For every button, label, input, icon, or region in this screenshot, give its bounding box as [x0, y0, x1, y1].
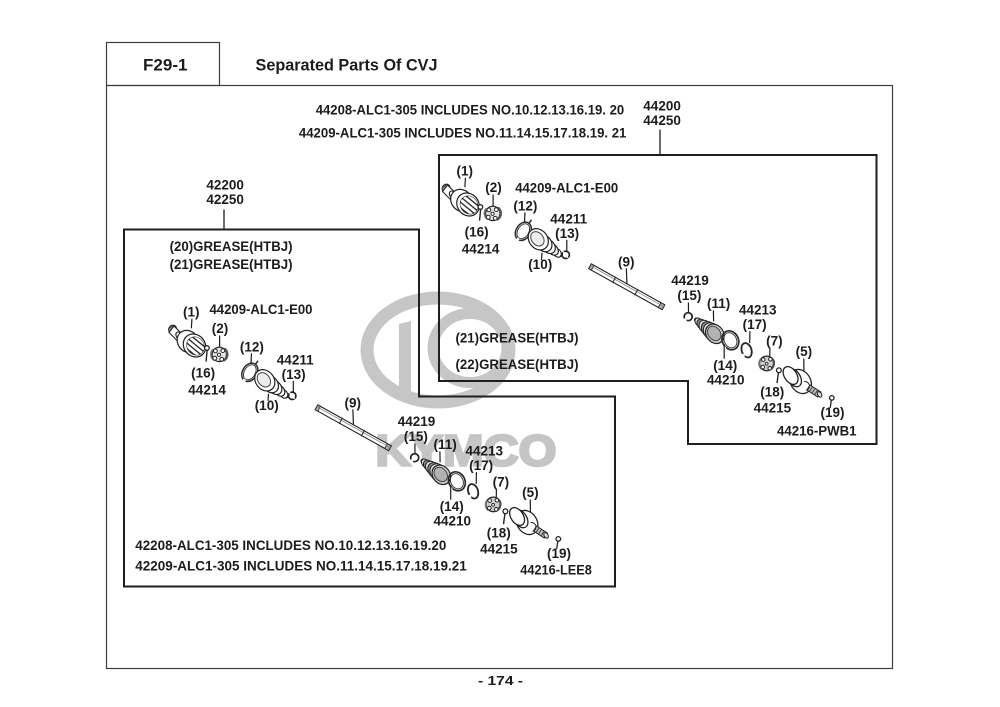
- svg-text:44250: 44250: [643, 113, 681, 128]
- svg-text:44200: 44200: [643, 98, 681, 113]
- svg-text:- 174 -: - 174 -: [478, 673, 523, 688]
- svg-text:42200: 42200: [206, 177, 244, 192]
- svg-text:42208-ALC1-305 INCLUDES NO.10.: 42208-ALC1-305 INCLUDES NO.10.12.13.16.1…: [135, 538, 446, 553]
- svg-text:44209-ALC1-E00: 44209-ALC1-E00: [210, 302, 313, 317]
- svg-text:42209-ALC1-305 INCLUDES NO.11.: 42209-ALC1-305 INCLUDES NO.11.14.15.17.1…: [135, 559, 467, 574]
- svg-text:(20)GREASE(HTBJ): (20)GREASE(HTBJ): [170, 239, 293, 254]
- svg-text:44209-ALC1-E00: 44209-ALC1-E00: [515, 180, 618, 195]
- svg-text:(21)GREASE(HTBJ): (21)GREASE(HTBJ): [456, 330, 579, 345]
- svg-text:Separated Parts Of CVJ: Separated Parts Of CVJ: [256, 56, 438, 75]
- svg-text:(21)GREASE(HTBJ): (21)GREASE(HTBJ): [170, 257, 293, 272]
- svg-text:44216-PWB1: 44216-PWB1: [777, 424, 857, 439]
- svg-text:F29-1: F29-1: [143, 56, 188, 75]
- svg-text:(22)GREASE(HTBJ): (22)GREASE(HTBJ): [456, 357, 579, 372]
- svg-text:44208-ALC1-305 INCLUDES NO.10: 44208-ALC1-305 INCLUDES NO.10.12.13.16.1…: [316, 103, 625, 118]
- svg-text:44216-LEE8: 44216-LEE8: [520, 563, 592, 578]
- svg-text:44209-ALC1-305 INCLUDES NO.11.: 44209-ALC1-305 INCLUDES NO.11.14.15.17.1…: [299, 125, 627, 140]
- svg-text:42250: 42250: [206, 192, 244, 207]
